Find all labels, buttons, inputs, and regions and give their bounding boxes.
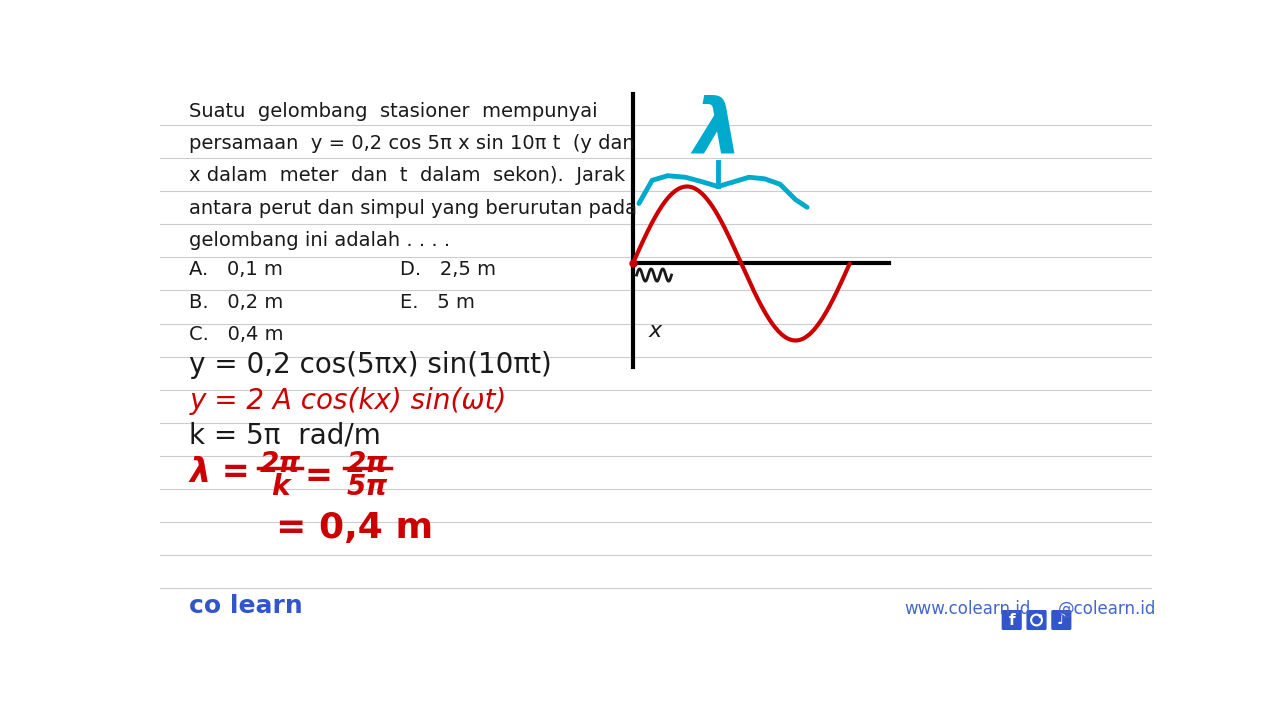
Text: =: = <box>305 460 333 493</box>
Text: E.   5 m: E. 5 m <box>401 293 475 312</box>
Text: x: x <box>648 321 662 341</box>
Text: x dalam  meter  dan  t  dalam  sekon).  Jarak: x dalam meter dan t dalam sekon). Jarak <box>189 166 626 186</box>
FancyBboxPatch shape <box>1002 610 1021 630</box>
Text: k: k <box>271 473 289 501</box>
Circle shape <box>1039 615 1042 617</box>
Text: ♪: ♪ <box>1056 613 1066 628</box>
Text: Suatu  gelombang  stasioner  mempunyai: Suatu gelombang stasioner mempunyai <box>189 102 598 121</box>
Text: B.   0,2 m: B. 0,2 m <box>189 293 284 312</box>
Text: 5π: 5π <box>347 473 388 501</box>
Text: y = 0,2 cos(5πx) sin(10πt): y = 0,2 cos(5πx) sin(10πt) <box>189 351 552 379</box>
Text: f: f <box>1009 613 1015 628</box>
Text: A.   0,1 m: A. 0,1 m <box>189 261 283 279</box>
Text: λ: λ <box>694 94 742 168</box>
FancyBboxPatch shape <box>1051 610 1071 630</box>
Text: @colearn.id: @colearn.id <box>1057 600 1156 618</box>
Text: www.colearn.id: www.colearn.id <box>904 600 1030 618</box>
Text: 2π: 2π <box>260 450 301 478</box>
Text: y = 2 A cos(kx) sin(ωt): y = 2 A cos(kx) sin(ωt) <box>189 387 507 415</box>
Text: 2π: 2π <box>347 450 388 478</box>
Text: co learn: co learn <box>189 594 303 618</box>
Text: = 0,4 m: = 0,4 m <box>276 511 434 546</box>
Text: D.   2,5 m: D. 2,5 m <box>401 261 497 279</box>
Text: persamaan  y = 0,2 cos 5π x sin 10π t  (y dan: persamaan y = 0,2 cos 5π x sin 10π t (y … <box>189 134 635 153</box>
Text: λ =: λ = <box>189 456 250 489</box>
Text: k = 5π  rad/m: k = 5π rad/m <box>189 421 381 449</box>
Text: C.   0,4 m: C. 0,4 m <box>189 325 284 344</box>
Text: antara perut dan simpul yang berurutan pada: antara perut dan simpul yang berurutan p… <box>189 199 637 218</box>
Text: gelombang ini adalah . . . .: gelombang ini adalah . . . . <box>189 231 451 250</box>
FancyBboxPatch shape <box>1027 610 1047 630</box>
